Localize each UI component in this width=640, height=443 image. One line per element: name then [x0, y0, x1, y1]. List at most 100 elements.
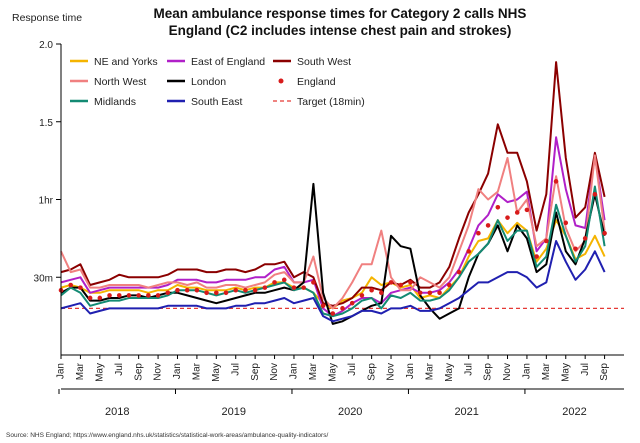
point-england — [281, 277, 287, 283]
x-tick-label: Jan — [405, 363, 416, 379]
point-england — [573, 246, 578, 252]
x-tick-label: Jan — [522, 363, 533, 379]
x-tick-label: Nov — [269, 363, 280, 381]
x-tick-label: Sep — [250, 363, 261, 381]
point-england — [194, 287, 200, 293]
point-england — [330, 311, 336, 316]
point-england — [544, 238, 549, 244]
x-tick-label: Mar — [541, 362, 552, 380]
point-england — [184, 287, 190, 293]
point-england — [505, 215, 510, 220]
legend-label-target-18min-: Target (18min) — [297, 96, 365, 108]
point-england — [320, 303, 326, 309]
point-england — [252, 287, 258, 293]
point-england — [107, 293, 112, 298]
x-tick-label: Mar — [75, 362, 86, 380]
x-tick-label: May — [94, 363, 105, 382]
point-england — [379, 290, 384, 296]
x-tick-label: Jul — [580, 363, 591, 376]
legend-label-ne-and-yorks: NE and Yorks — [94, 56, 158, 68]
year-label: 2019 — [221, 406, 245, 418]
point-england — [514, 210, 520, 215]
legend: NE and Yorks East of England South West Nor… — [70, 56, 365, 108]
point-england — [175, 287, 180, 293]
point-england — [146, 293, 151, 298]
point-england — [165, 290, 171, 296]
line-midlands — [60, 185, 606, 318]
chart-title-line-2: England (C2 includes intense chest pain … — [169, 23, 512, 38]
x-tick-label: Jan — [289, 363, 300, 379]
chart-title-line-1: Mean ambulance response times for Catego… — [154, 6, 527, 21]
x-tick-label: Mar — [425, 362, 436, 380]
point-england — [155, 293, 161, 298]
y-axis: 30m 1hr 1.5 2.0 — [34, 40, 61, 284]
point-england — [116, 293, 122, 298]
point-england — [97, 295, 103, 301]
point-england — [349, 300, 355, 306]
point-england — [408, 280, 413, 285]
point-england — [524, 207, 530, 213]
point-england — [398, 282, 404, 288]
year-label: 2020 — [338, 406, 362, 418]
point-england — [204, 290, 209, 296]
point-england — [437, 290, 442, 296]
line-south-east — [60, 240, 606, 323]
x-tick-label: Sep — [483, 363, 494, 381]
legend-label-london: London — [191, 76, 226, 88]
point-england — [592, 192, 598, 197]
point-england — [272, 280, 277, 285]
point-england — [291, 285, 297, 290]
point-england — [446, 282, 452, 288]
point-england — [262, 285, 268, 290]
x-axis: Jan Mar May Jul Sep Nov Jan Mar May Jul Sep Nov Jan M… — [56, 355, 610, 382]
x-tick-label: Sep — [133, 363, 144, 381]
point-england — [456, 269, 462, 275]
x-tick-label: Sep — [366, 363, 377, 381]
point-england — [582, 236, 588, 241]
y-tick-label: 30m — [34, 273, 53, 284]
x-tick-label: Nov — [502, 363, 513, 381]
x-tick-label: May — [327, 363, 338, 382]
y-tick-label: 1hr — [39, 196, 54, 207]
x-tick-label: Jul — [114, 363, 125, 376]
point-england — [553, 179, 559, 184]
y-tick-label: 2.0 — [39, 40, 53, 51]
x-tick-label: Jul — [347, 363, 358, 376]
x-tick-label: May — [444, 363, 455, 382]
y-tick-label: 1.5 — [39, 118, 53, 129]
source-note: Source: NHS England; https://www.england… — [6, 432, 328, 439]
point-england — [68, 282, 74, 288]
point-england — [243, 287, 248, 293]
x-tick-label: Jan — [172, 363, 183, 379]
point-england — [485, 223, 491, 228]
x-tick-label: Sep — [599, 363, 610, 381]
point-england — [223, 290, 229, 296]
point-england — [340, 306, 345, 311]
legend-label-north-west: North West — [94, 76, 146, 88]
point-england — [417, 290, 423, 296]
x-tick-label: May — [560, 363, 571, 382]
x-tick-label: Mar — [308, 362, 319, 380]
year-label: 2022 — [562, 406, 586, 418]
x-tick-label: May — [211, 363, 222, 382]
point-england — [563, 220, 569, 226]
point-england — [126, 293, 132, 298]
point-england — [388, 280, 394, 285]
line-north-west — [60, 154, 606, 310]
year-axis: 2018 2019 2020 2021 2022 — [58, 388, 624, 418]
x-tick-label: Mar — [192, 362, 203, 380]
point-england — [369, 287, 374, 293]
point-england — [233, 287, 239, 293]
point-england — [78, 285, 83, 290]
legend-label-midlands: Midlands — [94, 96, 136, 108]
legend-label-east-of-england: East of England — [191, 56, 265, 68]
point-england — [311, 280, 316, 285]
point-england — [495, 204, 501, 210]
series-layer — [58, 61, 607, 325]
point-england — [87, 295, 93, 301]
point-england — [427, 290, 433, 296]
year-label: 2021 — [454, 406, 478, 418]
point-england — [359, 293, 365, 298]
point-england — [602, 230, 607, 236]
